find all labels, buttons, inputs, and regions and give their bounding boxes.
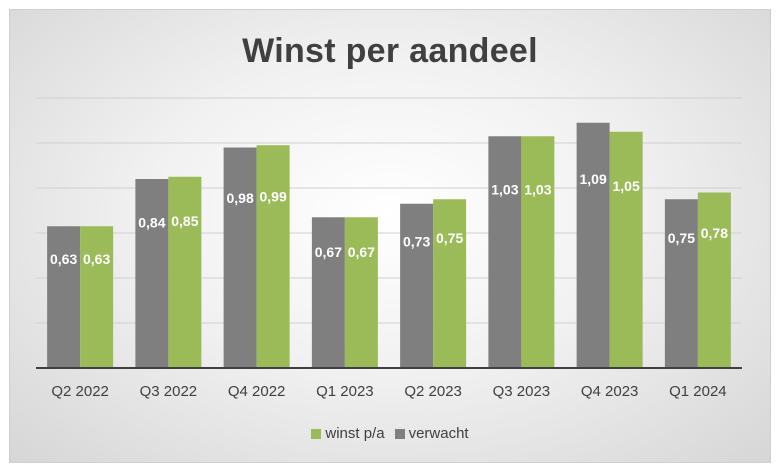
bar-verwacht	[47, 226, 81, 368]
bar-winst-p-a	[609, 131, 643, 368]
data-label: 0,99	[260, 188, 287, 204]
bar-winst-p-a	[168, 176, 202, 368]
bar-winst-p-a	[344, 217, 378, 368]
legend-label: winst p/a	[325, 425, 385, 442]
plot-area: 0,63 0,63 Q2 2022 0,84 0,85 Q3 2022 0,98 0,99 Q4…	[36, 97, 742, 400]
x-tick-label: Q4 2023	[581, 383, 639, 400]
x-tick-label: Q1 2024	[669, 383, 727, 400]
data-label: 1,09	[580, 171, 607, 187]
x-tick-label: Q3 2022	[140, 383, 198, 400]
bar-winst-p-a	[256, 145, 290, 368]
data-label: 0,75	[436, 230, 463, 246]
bar-winst-p-a	[697, 192, 731, 368]
legend-swatch	[394, 428, 405, 439]
bar-verwacht	[576, 122, 610, 368]
bar-verwacht	[664, 199, 698, 368]
chart-title: Winst per aandeel	[242, 32, 538, 70]
data-label: 0,67	[348, 244, 375, 260]
x-tick-label: Q2 2022	[51, 383, 109, 400]
x-tick-label: Q2 2023	[404, 383, 462, 400]
data-label: 0,75	[668, 230, 695, 246]
data-label: 0,63	[83, 251, 110, 267]
data-label: 0,85	[171, 213, 198, 229]
data-label: 0,67	[315, 244, 342, 260]
bar-verwacht	[400, 203, 434, 368]
bar-winst-p-a	[80, 226, 114, 368]
data-label: 0,78	[701, 225, 728, 241]
x-tick-label: Q4 2022	[228, 383, 286, 400]
legend: winst p/a verwacht	[10, 425, 770, 442]
data-label: 0,73	[403, 234, 430, 250]
legend-swatch	[311, 428, 322, 439]
bar-verwacht	[223, 147, 257, 368]
chart-frame: Winst per aandeel 0,63 0,63 Q2 2022 0,84 0,8…	[9, 9, 771, 463]
data-label: 1,05	[613, 178, 640, 194]
legend-item: winst p/a	[311, 425, 385, 442]
bar-verwacht	[135, 179, 169, 368]
legend-label: verwacht	[408, 425, 469, 442]
data-label: 0,98	[227, 190, 254, 206]
x-tick-label: Q3 2023	[493, 383, 551, 400]
bar-verwacht	[488, 136, 522, 368]
bar-winst-p-a	[433, 199, 467, 368]
data-label: 0,63	[50, 251, 77, 267]
data-label: 0,84	[138, 215, 165, 231]
data-label: 1,03	[524, 181, 551, 197]
x-tick-label: Q1 2023	[316, 383, 374, 400]
data-label: 1,03	[491, 181, 518, 197]
legend-item: verwacht	[394, 425, 469, 442]
bar-verwacht	[311, 217, 345, 368]
bar-winst-p-a	[521, 136, 555, 368]
